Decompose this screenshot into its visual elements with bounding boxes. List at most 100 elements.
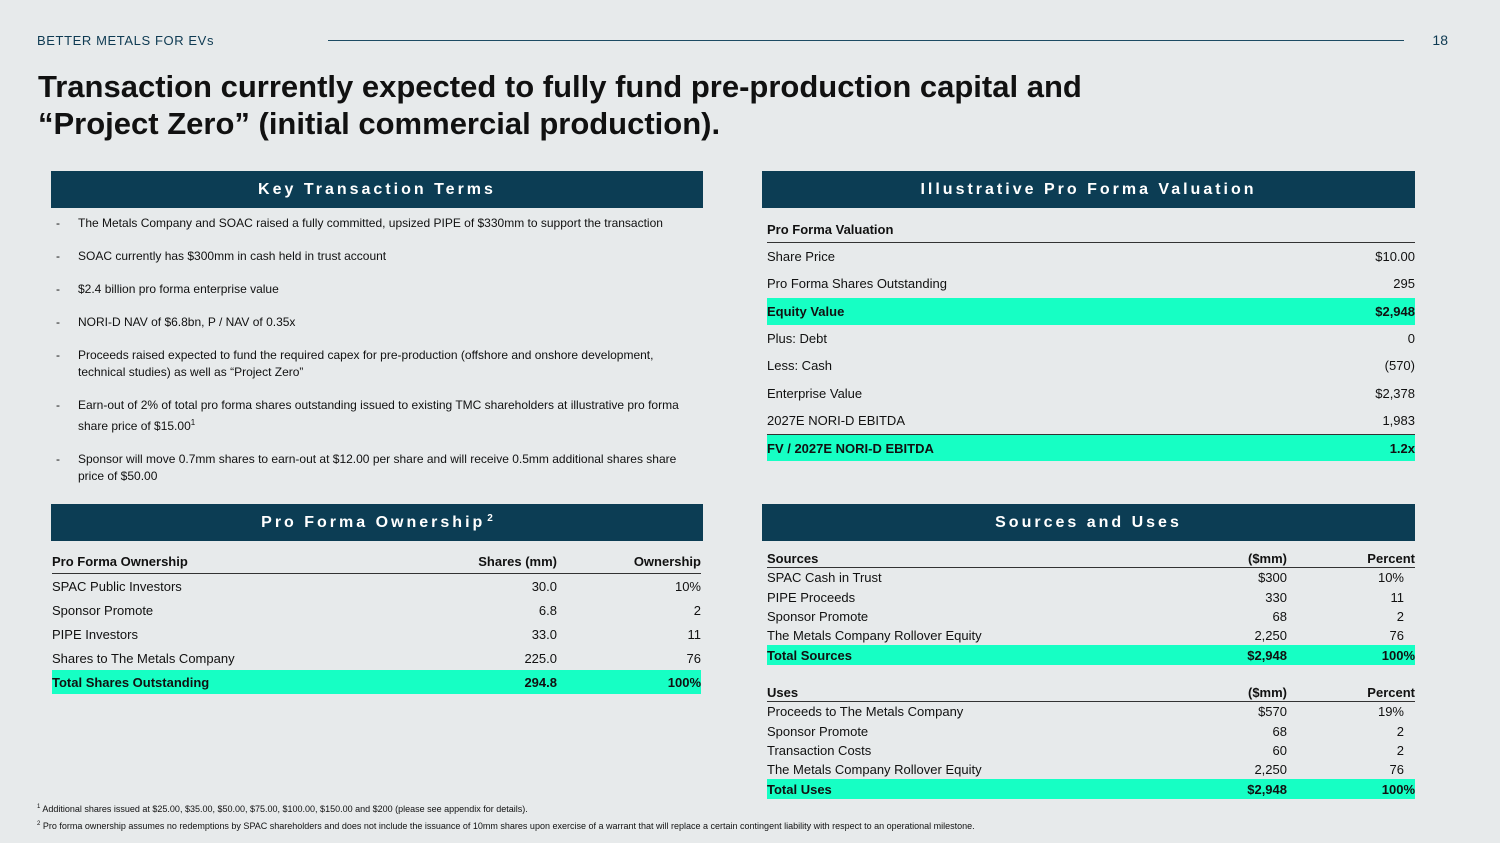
sources-cell: 76 [1389, 628, 1404, 644]
uses-column-header: Percent [1367, 684, 1415, 700]
bullet-dash: - [56, 315, 60, 329]
sources-cell: 68 [1272, 609, 1287, 625]
valuation-label: Equity Value [767, 303, 845, 319]
valuation-label: Plus: Debt [767, 331, 827, 347]
uses-cell: 76 [1389, 762, 1404, 778]
valuation-row: FV / 2027E NORI-D EBITDA 1.2x [767, 434, 1415, 462]
uses-cell: 2 [1396, 743, 1404, 759]
sources-cell: 2,250 [1254, 628, 1287, 644]
valuation-row: 2027E NORI-D EBITDA 1,983 [767, 407, 1415, 434]
footnote: 1 Additional shares issued at $25.00, $3… [37, 800, 975, 817]
ownership-cell: 294.8 [524, 674, 557, 690]
bullet-dash: - [56, 348, 60, 362]
uses-row: Proceeds to The Metals Company $570 19% [767, 702, 1415, 721]
valuation-label: Pro Forma Shares Outstanding [767, 276, 947, 292]
key-term-item: - Sponsor will move 0.7mm shares to earn-… [56, 451, 701, 485]
uses-cell: $2,948 [1247, 781, 1287, 797]
key-terms-header: Key Transaction Terms [51, 171, 703, 208]
ownership-total-row: Total Shares Outstanding 294.8 100% [52, 670, 701, 694]
sources-header-row: Sources ($mm) Percent [767, 549, 1415, 569]
valuation-label: 2027E NORI-D EBITDA [767, 412, 905, 428]
ownership-row: SPAC Public Investors 30.0 10% [52, 574, 701, 598]
header-divider [328, 40, 1404, 41]
valuation-label: Share Price [767, 249, 835, 265]
valuation-header: Illustrative Pro Forma Valuation [762, 171, 1415, 208]
ownership-cell: SPAC Public Investors [52, 578, 182, 594]
sources-cell: Sponsor Promote [767, 609, 869, 625]
footnote-text: Additional shares issued at $25.00, $35.… [40, 804, 528, 814]
key-term-item: - SOAC currently has $300mm in cash held … [56, 248, 701, 265]
uses-cell: $570 [1258, 704, 1287, 720]
sources-column-header: ($mm) [1247, 550, 1287, 566]
uses-cell: 68 [1272, 723, 1287, 739]
ownership-cell: 2 [693, 602, 701, 618]
valuation-row: Plus: Debt 0 [767, 325, 1415, 352]
sources-row: PIPE Proceeds 330 11 [767, 588, 1415, 607]
key-terms-list: - The Metals Company and SOAC raised a fu… [56, 215, 701, 501]
page-title: Transaction currently expected to fully … [38, 68, 1138, 142]
ownership-column-header: Pro Forma Ownership [52, 554, 188, 569]
uses-cell: 2,250 [1254, 762, 1287, 778]
key-term-item: - $2.4 billion pro forma enterprise value [56, 281, 701, 298]
footnote-marker: 1 [190, 418, 196, 427]
sources-row: SPAC Cash in Trust $300 10% [767, 568, 1415, 587]
uses-column-header: ($mm) [1247, 684, 1287, 700]
sources-cell: $300 [1258, 570, 1287, 586]
valuation-value: 0 [1407, 331, 1415, 347]
sources-table: Sources ($mm) Percent SPAC Cash in Trust $30… [767, 549, 1415, 665]
sources-row: The Metals Company Rollover Equity 2,250 7… [767, 626, 1415, 645]
sources-cell: PIPE Proceeds [767, 589, 856, 605]
valuation-row: Less: Cash (570) [767, 352, 1415, 379]
sources-uses-header-label: Sources and Uses [995, 513, 1182, 531]
sources-cell: $2,948 [1247, 647, 1287, 663]
sources-column-header: Percent [1367, 550, 1415, 566]
sources-column-header: Sources [767, 550, 819, 566]
uses-row: Transaction Costs 60 2 [767, 741, 1415, 760]
sources-cell: 10% [1377, 570, 1404, 586]
uses-cell: The Metals Company Rollover Equity [767, 762, 982, 778]
key-term-item: - NORI-D NAV of $6.8bn, P / NAV of 0.35x [56, 314, 701, 331]
valuation-row: Share Price $10.00 [767, 243, 1415, 270]
brand-tagline: BETTER METALS FOR EVs [37, 33, 215, 48]
ownership-cell: 10% [674, 578, 701, 594]
ownership-row: Sponsor Promote 6.8 2 [52, 598, 701, 622]
ownership-header-row: Pro Forma Ownership Shares (mm) Ownership [52, 550, 701, 574]
ownership-cell: Total Shares Outstanding [52, 674, 210, 690]
footnote: 2 Pro forma ownership assumes no redempt… [37, 817, 975, 834]
valuation-column-header: Pro Forma Valuation [767, 221, 894, 237]
valuation-value: $2,948 [1375, 303, 1415, 319]
key-term-item: - Proceeds raised expected to fund the re… [56, 347, 701, 381]
bullet-dash: - [56, 398, 60, 412]
valuation-label: FV / 2027E NORI-D EBITDA [767, 440, 934, 456]
key-term-text: Sponsor will move 0.7mm shares to earn-o… [78, 452, 677, 483]
uses-header-row: Uses ($mm) Percent [767, 683, 1415, 703]
uses-cell: 19% [1377, 704, 1404, 720]
valuation-row: Pro Forma Shares Outstanding 295 [767, 270, 1415, 297]
sources-uses-header: Sources and Uses [762, 504, 1415, 541]
sources-cell: SPAC Cash in Trust [767, 570, 882, 586]
valuation-label: Less: Cash [767, 358, 833, 374]
uses-total-row: Total Uses $2,948 100% [767, 779, 1415, 799]
valuation-table: Pro Forma Valuation Share Price $10.00 Pro… [767, 216, 1415, 462]
uses-cell: 100% [1381, 781, 1415, 797]
ownership-column-header: Shares (mm) [478, 554, 557, 569]
sources-cell: 2 [1396, 609, 1404, 625]
sources-cell: 11 [1390, 589, 1405, 605]
uses-cell: Total Uses [767, 781, 832, 797]
bullet-dash: - [56, 452, 60, 466]
uses-cell: Sponsor Promote [767, 723, 869, 739]
sources-cell: The Metals Company Rollover Equity [767, 628, 982, 644]
valuation-value: 1,983 [1382, 412, 1415, 428]
sources-total-row: Total Sources $2,948 100% [767, 645, 1415, 665]
valuation-row: Enterprise Value $2,378 [767, 379, 1415, 406]
ownership-row: PIPE Investors 33.0 11 [52, 622, 701, 646]
ownership-header: Pro Forma Ownership 2 [51, 504, 703, 541]
valuation-header-label: Illustrative Pro Forma Valuation [920, 180, 1257, 198]
footnote-number: 1 [37, 804, 41, 810]
ownership-cell: 11 [687, 626, 702, 642]
key-term-text: The Metals Company and SOAC raised a ful… [78, 216, 663, 230]
key-term-text: $2.4 billion pro forma enterprise value [78, 282, 279, 296]
top-bar: BETTER METALS FOR EVs 18 [37, 32, 1448, 51]
ownership-footnote-marker: 2 [487, 513, 493, 524]
ownership-cell: 76 [686, 650, 701, 666]
